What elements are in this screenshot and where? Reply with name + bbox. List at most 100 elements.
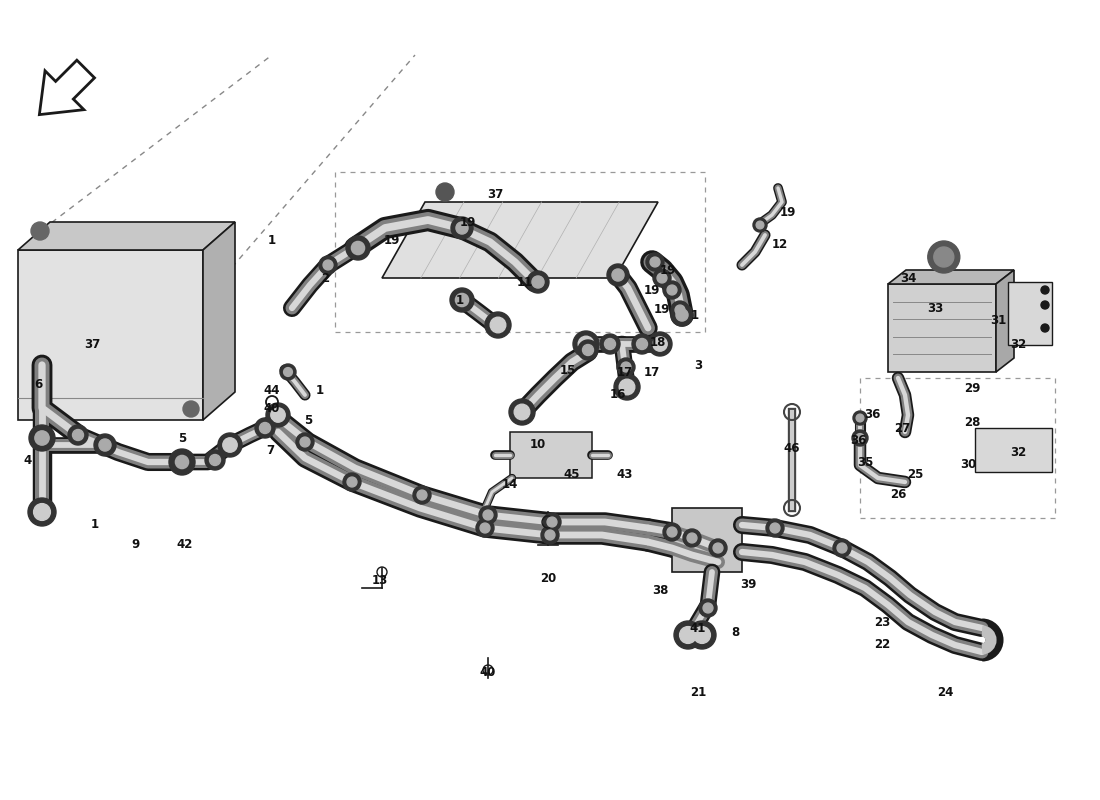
Circle shape [94, 434, 115, 456]
Circle shape [650, 257, 660, 267]
Circle shape [766, 519, 784, 537]
Circle shape [319, 256, 337, 274]
Text: 1: 1 [691, 309, 700, 322]
Circle shape [694, 626, 711, 643]
Circle shape [667, 285, 676, 295]
Circle shape [174, 454, 190, 470]
Text: 25: 25 [906, 469, 923, 482]
Circle shape [480, 523, 490, 533]
Circle shape [175, 455, 188, 469]
Text: 19: 19 [460, 215, 476, 229]
Circle shape [451, 217, 473, 239]
Circle shape [509, 399, 535, 425]
Text: 19: 19 [780, 206, 796, 218]
Text: 24: 24 [937, 686, 954, 698]
Circle shape [300, 437, 310, 447]
Circle shape [683, 529, 701, 547]
Circle shape [343, 473, 361, 491]
Circle shape [417, 490, 427, 500]
Text: 30: 30 [960, 458, 976, 471]
Text: 7: 7 [266, 443, 274, 457]
Circle shape [680, 626, 696, 643]
Circle shape [770, 523, 780, 533]
Circle shape [612, 269, 624, 281]
Circle shape [31, 222, 50, 240]
Text: 27: 27 [894, 422, 910, 434]
Circle shape [621, 362, 631, 372]
Circle shape [478, 506, 497, 524]
Polygon shape [18, 222, 235, 250]
Circle shape [698, 599, 717, 617]
Text: 5: 5 [304, 414, 312, 426]
Circle shape [663, 281, 681, 299]
Text: 18: 18 [650, 335, 667, 349]
Circle shape [852, 411, 867, 425]
Circle shape [617, 358, 635, 376]
Circle shape [710, 539, 727, 557]
Circle shape [323, 260, 333, 270]
Circle shape [675, 305, 685, 315]
Text: 37: 37 [487, 189, 503, 202]
Text: 46: 46 [783, 442, 801, 454]
Text: 1: 1 [455, 294, 464, 306]
Text: 38: 38 [652, 583, 668, 597]
Circle shape [532, 276, 544, 288]
Circle shape [223, 438, 238, 452]
Circle shape [663, 523, 681, 541]
Circle shape [346, 236, 370, 260]
Circle shape [657, 273, 667, 283]
Text: 19: 19 [653, 303, 670, 317]
Circle shape [688, 533, 697, 543]
Circle shape [833, 539, 851, 557]
Circle shape [436, 183, 454, 201]
Text: 21: 21 [690, 686, 706, 698]
Circle shape [703, 603, 713, 613]
Circle shape [934, 247, 954, 267]
Circle shape [455, 294, 469, 306]
Circle shape [573, 331, 600, 357]
Polygon shape [18, 250, 203, 420]
Text: 20: 20 [540, 571, 557, 585]
Circle shape [455, 222, 469, 234]
Text: 19: 19 [384, 234, 400, 246]
Polygon shape [975, 428, 1052, 472]
Circle shape [671, 301, 689, 319]
Circle shape [648, 332, 672, 356]
Circle shape [754, 218, 767, 232]
Circle shape [73, 430, 84, 441]
Text: 2: 2 [321, 271, 329, 285]
Circle shape [632, 334, 652, 354]
Polygon shape [888, 270, 1014, 284]
Polygon shape [996, 270, 1014, 372]
Circle shape [351, 242, 364, 254]
Text: 12: 12 [772, 238, 788, 251]
Circle shape [637, 338, 648, 350]
Circle shape [614, 374, 640, 400]
Circle shape [255, 418, 275, 438]
Circle shape [1041, 324, 1049, 332]
Text: 40: 40 [264, 402, 280, 414]
Circle shape [35, 431, 50, 445]
Circle shape [348, 477, 356, 487]
Text: 36: 36 [864, 409, 880, 422]
Text: 15: 15 [560, 363, 576, 377]
Text: 22: 22 [873, 638, 890, 651]
Circle shape [483, 510, 493, 520]
Text: 23: 23 [873, 615, 890, 629]
Circle shape [619, 379, 635, 394]
Circle shape [600, 334, 620, 354]
Text: 42: 42 [177, 538, 194, 551]
Polygon shape [510, 432, 592, 478]
Text: 29: 29 [964, 382, 980, 394]
Circle shape [412, 486, 431, 504]
Text: 16: 16 [609, 389, 626, 402]
Circle shape [1041, 286, 1049, 294]
Circle shape [856, 414, 864, 422]
Text: 37: 37 [84, 338, 100, 351]
Text: 19: 19 [660, 263, 676, 277]
Text: 3: 3 [694, 358, 702, 371]
Circle shape [547, 517, 557, 527]
Text: 8: 8 [730, 626, 739, 638]
Text: 36: 36 [850, 434, 866, 446]
Text: 32: 32 [1010, 338, 1026, 351]
